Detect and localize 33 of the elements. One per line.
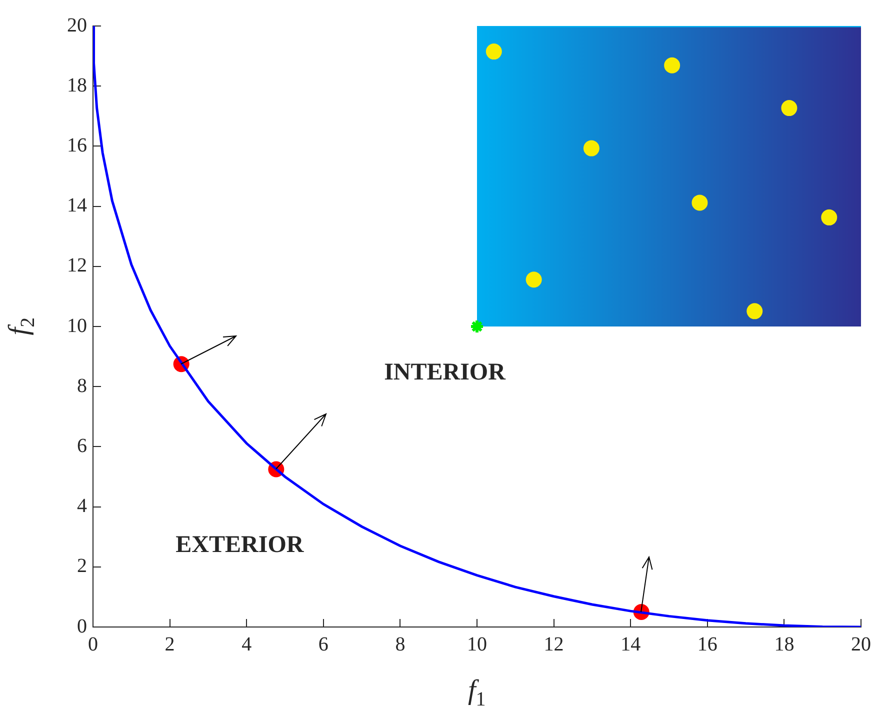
x-tick-label: 2 <box>164 633 175 656</box>
x-tick-label: 18 <box>774 633 794 656</box>
x-tick-label: 16 <box>697 633 718 656</box>
point <box>781 100 798 116</box>
y-tick-label: 6 <box>77 434 87 457</box>
point <box>821 209 838 226</box>
y-tick-label: 16 <box>67 134 87 156</box>
y-tick-label: 12 <box>67 254 87 277</box>
point <box>526 272 542 288</box>
x-tick-label: 8 <box>395 633 406 656</box>
point <box>692 194 708 211</box>
x-tick-label: 6 <box>318 633 328 656</box>
y-tick-label: 20 <box>67 14 87 36</box>
y-tick-label: 2 <box>77 555 87 578</box>
x-tick-label: 14 <box>620 633 641 656</box>
x-axis-title: f$_{1}$ <box>468 675 486 712</box>
annotation: INTERIOR <box>384 360 506 386</box>
x-tick-label: 20 <box>851 633 871 656</box>
y-tick-label: 8 <box>77 374 87 397</box>
annotation: EXTERIOR <box>176 532 304 558</box>
y-tick-label: 4 <box>77 495 87 518</box>
x-tick-label: 4 <box>242 633 252 656</box>
point <box>664 57 680 74</box>
point <box>486 44 502 60</box>
point <box>746 303 763 320</box>
point <box>583 140 600 156</box>
y-tick-label: 14 <box>67 194 87 217</box>
y-tick-label: 0 <box>77 615 87 638</box>
x-tick-label: 10 <box>467 633 487 656</box>
x-tick-label: 12 <box>544 633 564 656</box>
y-tick-label: 18 <box>67 74 87 96</box>
point <box>470 319 484 334</box>
y-tick-label: 10 <box>67 314 87 337</box>
